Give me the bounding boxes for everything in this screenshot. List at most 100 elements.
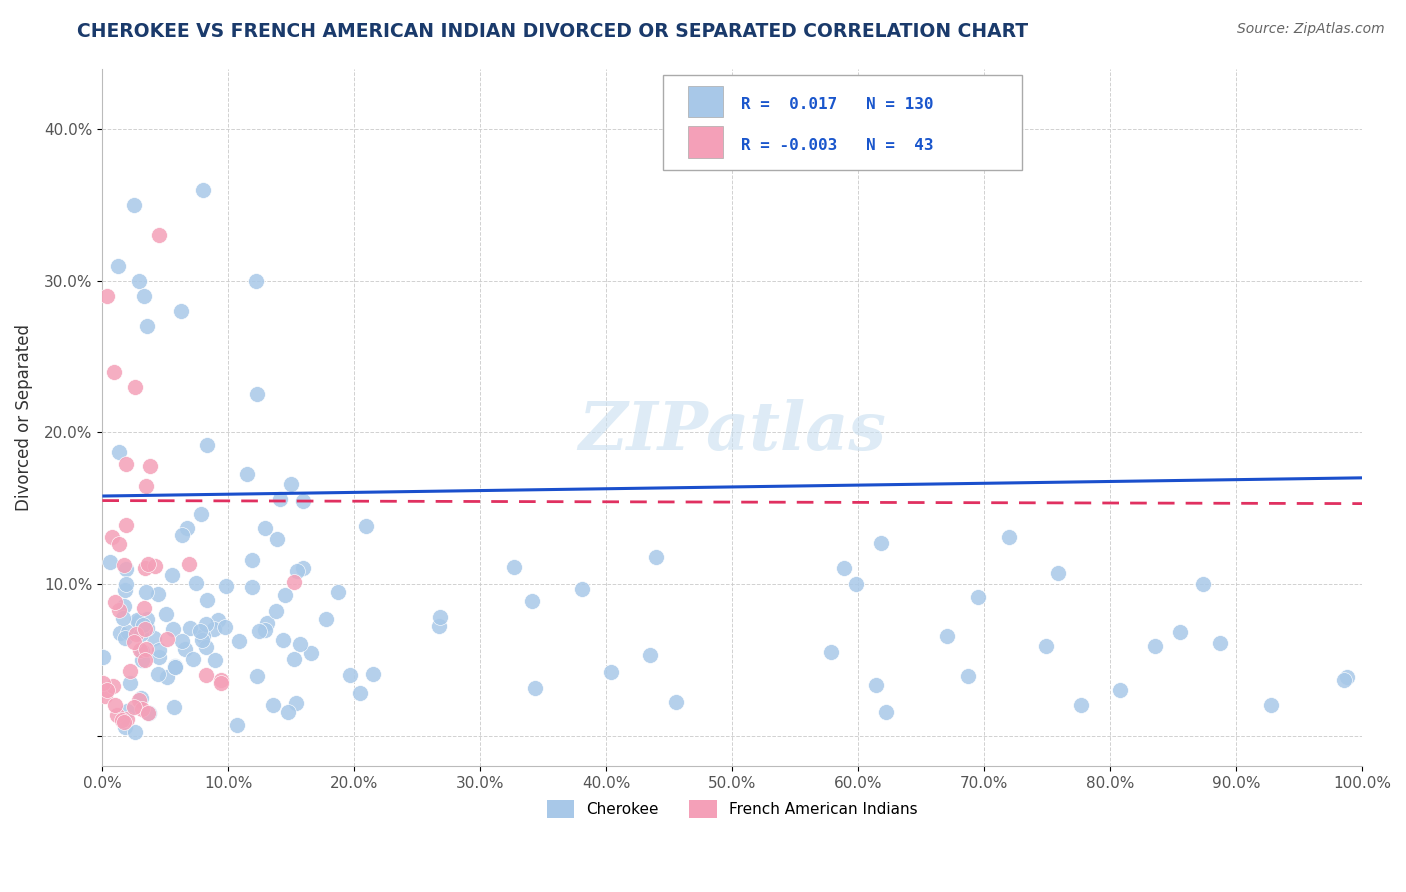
French American Indians [135, 479, 157, 493]
Cherokee [869, 536, 891, 550]
Cherokee [339, 668, 361, 682]
Text: R =  0.017   N = 130: R = 0.017 N = 130 [741, 97, 934, 112]
Cherokee [644, 549, 666, 564]
Cherokee [136, 622, 159, 636]
Cherokee [127, 613, 149, 627]
Cherokee [162, 622, 184, 636]
Cherokee [170, 304, 193, 318]
Cherokee [115, 577, 138, 591]
Cherokee [195, 437, 218, 451]
Cherokee [146, 666, 169, 681]
Cherokee [520, 594, 543, 608]
Cherokee [181, 652, 204, 666]
French American Indians [211, 676, 233, 690]
Cherokee [1209, 636, 1232, 650]
Cherokee [124, 198, 146, 212]
Cherokee [865, 678, 887, 692]
Cherokee [98, 555, 121, 569]
Cherokee [1070, 698, 1092, 712]
Cherokee [936, 629, 959, 643]
Cherokee [204, 652, 226, 666]
French American Indians [108, 537, 131, 551]
Cherokee [170, 528, 193, 542]
Cherokee [160, 567, 183, 582]
French American Indians [135, 642, 157, 657]
Cherokee [254, 520, 277, 534]
Cherokee [163, 659, 186, 673]
Cherokee [1168, 624, 1191, 639]
Cherokee [356, 519, 378, 533]
Cherokee [1260, 698, 1282, 713]
French American Indians [209, 673, 232, 688]
French American Indians [143, 559, 166, 574]
Cherokee [956, 669, 979, 683]
Cherokee [291, 494, 314, 508]
Cherokee [204, 622, 226, 636]
Y-axis label: Divorced or Separated: Divorced or Separated [15, 324, 32, 511]
French American Indians [139, 458, 162, 473]
Cherokee [1109, 683, 1132, 698]
Cherokee [266, 604, 288, 618]
French American Indians [124, 380, 146, 394]
French American Indians [101, 679, 124, 693]
Cherokee [129, 690, 152, 705]
Cherokee [214, 620, 236, 634]
Cherokee [135, 584, 157, 599]
Cherokee [114, 721, 136, 735]
Cherokee [136, 612, 159, 626]
Cherokee [190, 507, 212, 521]
FancyBboxPatch shape [662, 76, 1022, 169]
Bar [688, 87, 723, 118]
Cherokee [288, 637, 311, 651]
French American Indians [91, 676, 114, 690]
Cherokee [326, 584, 349, 599]
Cherokee [91, 650, 114, 665]
Cherokee [142, 632, 165, 646]
Cherokee [875, 705, 897, 719]
Cherokee [638, 648, 661, 662]
Cherokee [240, 553, 263, 567]
Cherokee [429, 610, 451, 624]
French American Indians [136, 557, 159, 571]
French American Indians [122, 700, 145, 714]
French American Indians [129, 643, 152, 657]
French American Indians [128, 693, 150, 707]
Cherokee [155, 607, 177, 622]
Bar [688, 126, 723, 158]
Cherokee [269, 491, 291, 506]
Cherokee [190, 633, 212, 648]
Cherokee [117, 704, 139, 718]
French American Indians [118, 664, 141, 678]
Cherokee [245, 274, 267, 288]
Cherokee [195, 593, 218, 607]
French American Indians [108, 603, 131, 617]
Cherokee [246, 387, 269, 401]
Cherokee [240, 580, 263, 594]
Cherokee [236, 467, 259, 481]
French American Indians [111, 713, 134, 727]
Cherokee [226, 718, 249, 732]
French American Indians [94, 689, 117, 703]
Cherokee [1047, 566, 1070, 581]
French American Indians [134, 623, 156, 637]
French American Indians [103, 365, 125, 379]
Cherokee [502, 559, 524, 574]
Cherokee [170, 633, 193, 648]
Cherokee [228, 634, 250, 648]
Cherokee [174, 642, 197, 657]
Cherokee [256, 616, 278, 631]
Cherokee [523, 681, 546, 695]
Cherokee [108, 626, 131, 640]
Cherokee [998, 530, 1021, 544]
French American Indians [101, 530, 124, 544]
Cherokee [131, 644, 153, 658]
Cherokee [128, 614, 150, 628]
Text: Source: ZipAtlas.com: Source: ZipAtlas.com [1237, 22, 1385, 37]
Cherokee [315, 612, 337, 626]
French American Indians [134, 561, 156, 575]
Text: ZIPatlas: ZIPatlas [578, 399, 886, 464]
Cherokee [292, 561, 315, 575]
Cherokee [165, 659, 187, 673]
Cherokee [131, 653, 153, 667]
French American Indians [156, 632, 179, 646]
